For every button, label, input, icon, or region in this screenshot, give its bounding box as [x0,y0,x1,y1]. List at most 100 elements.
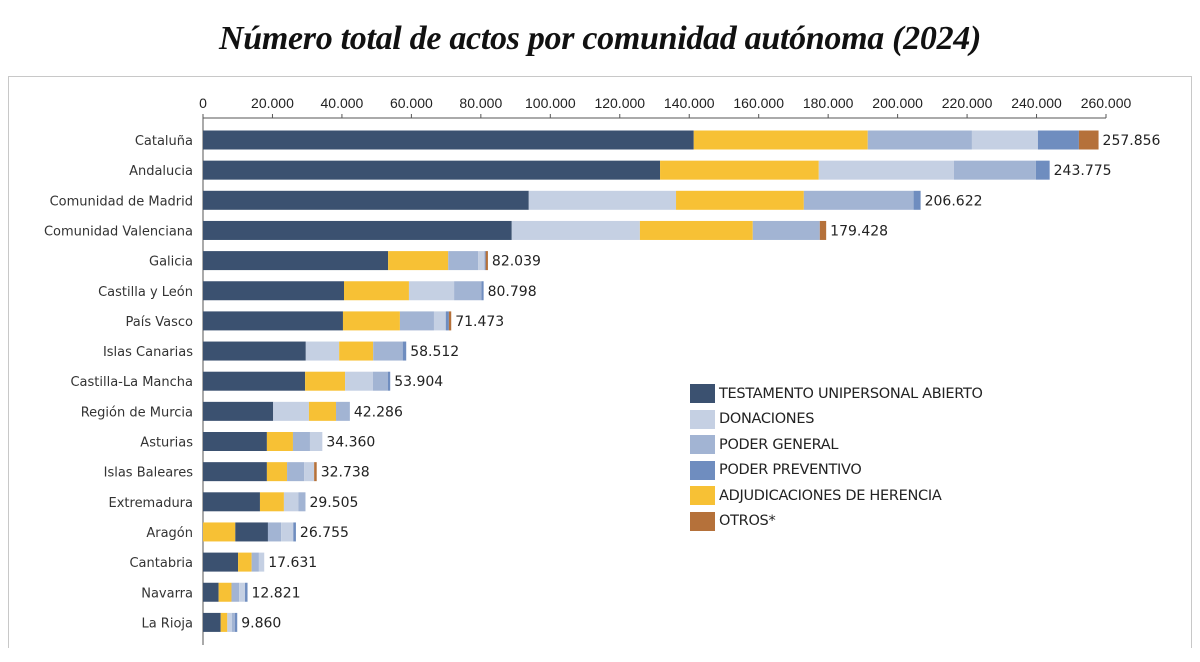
bar-row [203,251,488,271]
x-tick-label: 40.000 [321,95,364,111]
total-label: 179.428 [830,223,888,239]
bar-segment-donaciones [511,220,640,240]
bar-row [203,130,1099,150]
legend-label: DONACIONES [719,411,815,428]
bar-segment-testamento [203,552,239,572]
bars [203,130,1099,632]
bar-segment-poder-general [867,130,972,150]
total-label: 206.622 [925,193,983,209]
x-tick-label: 80.000 [459,95,502,111]
bar-segment-donaciones [971,130,1038,150]
category-label: Castilla-La Mancha [70,375,193,390]
bar-segment-adjudicaciones [639,220,753,240]
x-tick-label: 180.000 [803,95,854,111]
total-label: 34.360 [326,435,375,451]
category-label: Islas Canarias [103,345,193,360]
x-tick-label: 260.000 [1081,95,1132,111]
legend-item-otros: OTROS* [690,509,983,535]
x-tick-label: 20.000 [251,95,294,111]
bar-segment-poder-general [399,311,434,331]
category-label: Castilla y León [98,285,193,300]
bar-segment-adjudicaciones [344,281,409,301]
category-label: Cantabria [129,556,193,571]
bar-segment-poder-general [373,341,403,361]
bar-row [203,220,827,240]
chart-title: Número total de actos por comunidad autó… [218,20,982,57]
total-label: 32.738 [321,465,370,481]
bar-segment-adjudicaciones [308,401,337,421]
bar-segment-poder-preventivo [481,281,484,301]
category-label: Asturias [140,436,193,451]
category-label: Navarra [141,586,193,601]
legend-label: PODER GENERAL [719,436,839,453]
legend-swatch [690,435,715,455]
bar-segment-testamento [203,462,267,482]
bar-row [203,432,323,451]
bar-segment-adjudicaciones [238,552,252,572]
bar-segment-poder-general [454,281,482,301]
bar-segment-donaciones [305,341,340,361]
bar-segment-testamento [235,522,268,542]
bar-segment-testamento [203,130,694,150]
category-label: País Vasco [126,315,194,330]
bar-segment-donaciones [528,190,677,210]
category-label: Cataluña [135,134,193,149]
total-label: 82.039 [492,254,541,270]
x-tick-label: 120.000 [594,95,645,111]
bar-segment-donaciones [433,311,446,331]
bar-segment-testamento [203,190,529,210]
chart-frame [8,76,1192,648]
bar-segment-poder-preventivo [1037,130,1079,150]
bar-segment-poder-preventivo [402,341,407,361]
bar-segment-poder-preventivo [445,311,449,331]
bar-segment-donaciones [239,582,246,602]
bar-segment-poder-general [251,552,259,572]
legend: TESTAMENTO UNIPERSONAL ABIERTO DONACIONES… [690,381,983,534]
bar-segment-otros [1078,130,1099,150]
bar-segment-poder-preventivo [913,190,921,210]
bar-segment-poder-general [287,462,305,482]
bar-row [203,612,238,632]
bar-segment-poder-preventivo [293,522,296,542]
x-tick-label: 100.000 [525,95,576,111]
bar-row [203,160,1050,180]
bar-row [203,281,484,301]
category-label: Galicia [149,255,193,270]
bar-segment-adjudicaciones [388,251,449,271]
total-label: 26.755 [300,525,349,541]
bar-row [203,311,452,331]
bar-segment-donaciones [408,281,455,301]
bar-segment-poder-general [292,432,310,451]
bar-segment-poder-general [953,160,1036,180]
bar-segment-poder-general [448,251,479,271]
bar-segment-testamento [203,582,219,602]
category-label: La Rioja [141,616,193,631]
category-label: Islas Baleares [104,466,194,481]
bar-row [203,371,391,391]
bar-segment-otros [485,251,488,271]
bar-segment-testamento [203,432,267,451]
bar-segment-donaciones [818,160,954,180]
bar-segment-testamento [203,612,221,632]
x-tick-label: 220.000 [942,95,993,111]
bar-segment-testamento [203,492,260,512]
bar-segment-donaciones [273,401,309,421]
bar-segment-adjudicaciones [693,130,868,150]
x-tick-label: 140.000 [664,95,715,111]
category-label: Andalucia [129,164,193,179]
total-label: 53.904 [394,374,443,390]
bar-segment-poder-general [372,371,388,391]
total-label: 58.512 [410,344,459,360]
legend-label: ADJUDICACIONES DE HERENCIA [719,487,942,504]
bar-segment-poder-general [336,401,350,421]
bar-segment-poder-general [298,492,306,512]
legend-item-testamento: TESTAMENTO UNIPERSONAL ABIERTO [690,381,983,407]
bar-row [203,522,296,542]
total-label: 42.286 [354,404,403,420]
bar-segment-testamento [203,311,343,331]
bar-segment-donaciones [309,432,323,451]
legend-item-poder-preventivo: PODER PREVENTIVO [690,458,983,484]
bar-segment-poder-general [231,612,235,632]
bar-segment-testamento [203,371,306,391]
